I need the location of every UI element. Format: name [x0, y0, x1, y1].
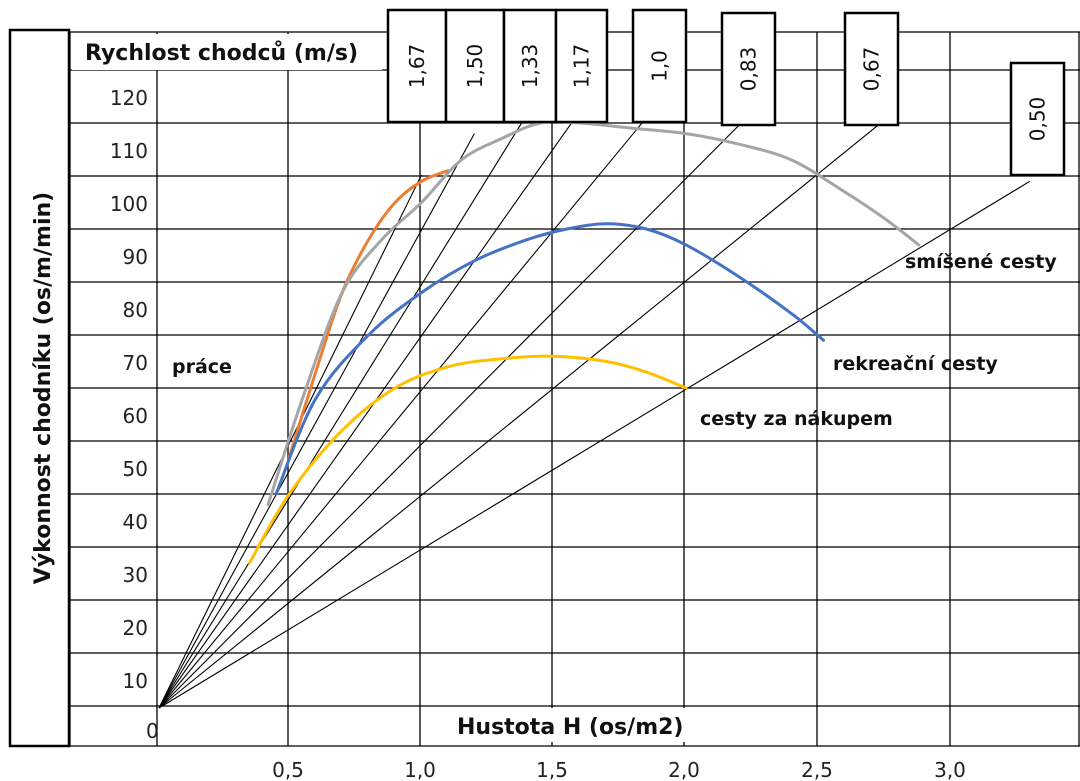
speed-label-box	[444, 8, 506, 124]
grid	[69, 31, 1080, 747]
series-line	[266, 120, 921, 507]
speed-label-box	[631, 8, 688, 124]
x-tick-labels: 0,5 1,0 1,5 2,0 2,5 3,0	[272, 758, 966, 781]
speed-label: 1,67	[405, 44, 429, 89]
speed-label-box	[843, 11, 900, 127]
y-axis-title: Výkonnost chodníku (os/m/min)	[31, 192, 56, 584]
y-tick-label: 30	[123, 563, 148, 587]
y-tick-label: 110	[110, 139, 148, 163]
y-tick-label: 40	[123, 510, 148, 534]
chart-title: Rychlost chodců (m/s)	[85, 41, 358, 66]
speed-label: 1,17	[570, 44, 594, 89]
speed-lines	[158, 101, 1031, 709]
series-line	[274, 222, 826, 496]
x-tick-label: 2,5	[801, 758, 833, 781]
y-axis-title-box	[8, 28, 71, 748]
speed-label: 0,50	[1026, 97, 1050, 142]
series-label: práce	[172, 356, 232, 378]
y-tick-label: 120	[110, 86, 148, 110]
y-tick-label: 70	[123, 351, 148, 375]
speed-label-box	[1009, 61, 1066, 177]
speed-line	[158, 101, 660, 709]
series-label: rekreační cesty	[833, 353, 998, 375]
series-label: cesty za nákupem	[700, 408, 893, 430]
speed-line	[158, 133, 475, 709]
speed-line	[158, 119, 885, 709]
y-tick-label: 10	[123, 669, 148, 693]
y-tick-label: 90	[123, 245, 148, 269]
speed-label: 1,50	[463, 44, 487, 89]
x-axis-title-background	[450, 708, 710, 742]
series-lines	[248, 120, 921, 565]
speed-labels: 1,67 1,50 1,33 1,17 1,0 0,83 0,67 0,50	[386, 8, 1066, 177]
x-axis-title: Hustota H (os/m2)	[457, 715, 683, 740]
series-label: smíšené cesty	[905, 251, 1057, 273]
speed-label-box	[720, 11, 777, 127]
speed-line	[158, 174, 422, 709]
x-tick-label: 2,0	[668, 758, 700, 781]
speed-label: 0,67	[860, 47, 884, 92]
x-tick-label: 1,5	[536, 758, 568, 781]
y-tick-label: 20	[123, 616, 148, 640]
y-tick-label: 100	[110, 192, 148, 216]
x-tick-label: 0,5	[272, 758, 304, 781]
chart-title-background	[72, 34, 382, 70]
y-tick-label: 80	[123, 298, 148, 322]
speed-line	[158, 124, 740, 709]
speed-line	[158, 113, 528, 709]
speed-line	[158, 180, 1031, 709]
series-labels: práce smíšené cesty rekreační cesty cesty z…	[172, 251, 1057, 430]
x-origin-label: 0	[146, 719, 159, 743]
speed-label: 1,0	[648, 50, 672, 82]
speed-label: 0,83	[737, 47, 761, 92]
speed-line	[158, 110, 581, 709]
series-line	[287, 169, 450, 459]
x-tick-label: 1,0	[404, 758, 436, 781]
y-tick-label: 50	[123, 457, 148, 481]
x-tick-label: 3,0	[934, 758, 966, 781]
speed-label: 1,33	[518, 44, 542, 89]
y-tick-labels: 10 20 30 40 50 60 70 80 90 100 110 120	[110, 86, 148, 693]
speed-label-box	[554, 8, 609, 124]
series-line	[248, 354, 688, 565]
y-tick-label: 60	[123, 404, 148, 428]
